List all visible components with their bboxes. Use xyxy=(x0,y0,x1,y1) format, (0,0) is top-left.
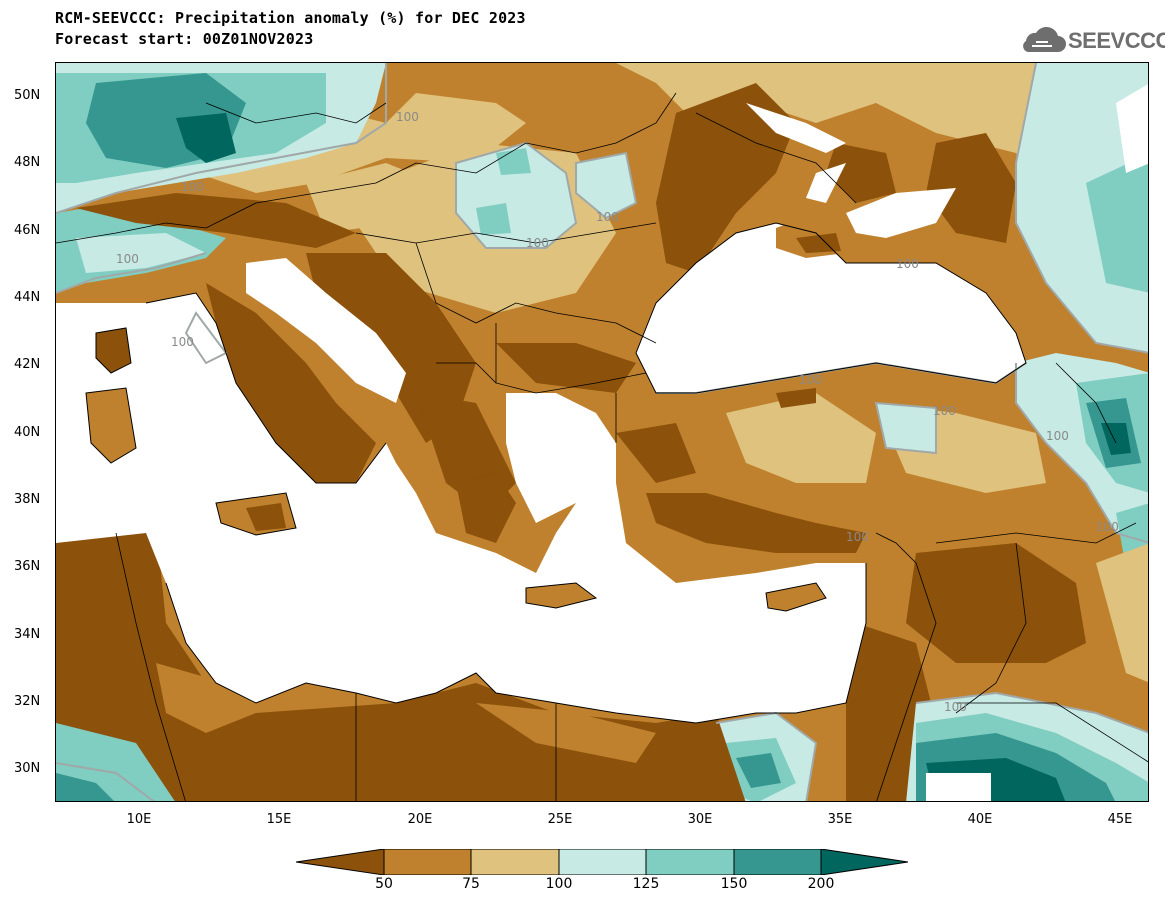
chart-title: RCM-SEEVCCC: Precipitation anomaly (%) f… xyxy=(55,9,526,27)
anomaly-map: 100 100 100 100 100 100 100 100 100 100 … xyxy=(56,63,1148,801)
lon-label: 25E xyxy=(547,812,573,827)
contour-label: 100 xyxy=(944,700,967,714)
lon-label: 10E xyxy=(126,812,152,827)
lat-label: 46N xyxy=(14,223,41,238)
lat-label: 32N xyxy=(14,694,41,709)
lat-label: 48N xyxy=(14,155,41,170)
contour-label: 100 xyxy=(596,210,619,224)
lon-label: 40E xyxy=(967,812,993,827)
lat-label: 40N xyxy=(14,425,41,440)
lat-label: 50N xyxy=(14,88,41,103)
contour-label: 100 xyxy=(526,236,549,250)
colorbar-label: 100 xyxy=(545,876,573,892)
lat-label: 38N xyxy=(14,492,41,507)
lon-label: 45E xyxy=(1107,812,1133,827)
contour-label: 100 xyxy=(846,530,869,544)
seevccc-logo: SEEVCCC xyxy=(1018,24,1165,58)
contour-label: 100 xyxy=(933,404,956,418)
colorbar-bin-75-100 xyxy=(471,849,559,875)
lat-label: 42N xyxy=(14,357,41,372)
colorbar-bin-150-200 xyxy=(734,849,821,875)
colorbar-bin-125-150 xyxy=(646,849,734,875)
lon-label: 35E xyxy=(827,812,853,827)
aegean-sea xyxy=(506,393,616,523)
contour-label: 100 xyxy=(1046,429,1069,443)
mediterranean-sea xyxy=(56,293,866,723)
contour-label: 100 xyxy=(896,257,919,271)
lat-label: 44N xyxy=(14,290,41,305)
colorbar-label: 50 xyxy=(375,876,393,892)
lat-label: 34N xyxy=(14,627,41,642)
lat-label: 36N xyxy=(14,559,41,574)
contour-label: 100 xyxy=(396,110,419,124)
contour-label: 100 xyxy=(171,335,194,349)
colorbar-bin-100-125 xyxy=(559,849,646,875)
forecast-start-subtitle: Forecast start: 00Z01NOV2023 xyxy=(55,30,314,48)
colorbar-bin-gt200 xyxy=(821,849,908,875)
lon-label: 30E xyxy=(687,812,713,827)
map-frame: 100 100 100 100 100 100 100 100 100 100 … xyxy=(55,62,1149,802)
caspian-sea xyxy=(1116,84,1148,173)
cloud-icon xyxy=(1023,27,1066,52)
colorbar-label: 150 xyxy=(720,876,748,892)
colorbar-label: 125 xyxy=(632,876,660,892)
contour-label: 100 xyxy=(181,180,204,194)
colorbar-label: 75 xyxy=(462,876,480,892)
contour-label: 100 xyxy=(1096,520,1119,534)
lat-label: 30N xyxy=(14,761,41,776)
lon-label: 20E xyxy=(407,812,433,827)
black-sea xyxy=(636,223,1026,393)
adriatic-sea xyxy=(246,258,406,403)
contour-label: 100 xyxy=(116,252,139,266)
colorbar-bin-50-75 xyxy=(384,849,471,875)
lon-label: 15E xyxy=(266,812,292,827)
azov-sea xyxy=(846,188,956,238)
contour-label: 100 xyxy=(799,373,822,387)
logo-text: SEEVCCC xyxy=(1068,28,1165,53)
colorbar xyxy=(296,849,908,875)
colorbar-label: 200 xyxy=(807,876,835,892)
colorbar-bin-lt50 xyxy=(296,849,384,875)
